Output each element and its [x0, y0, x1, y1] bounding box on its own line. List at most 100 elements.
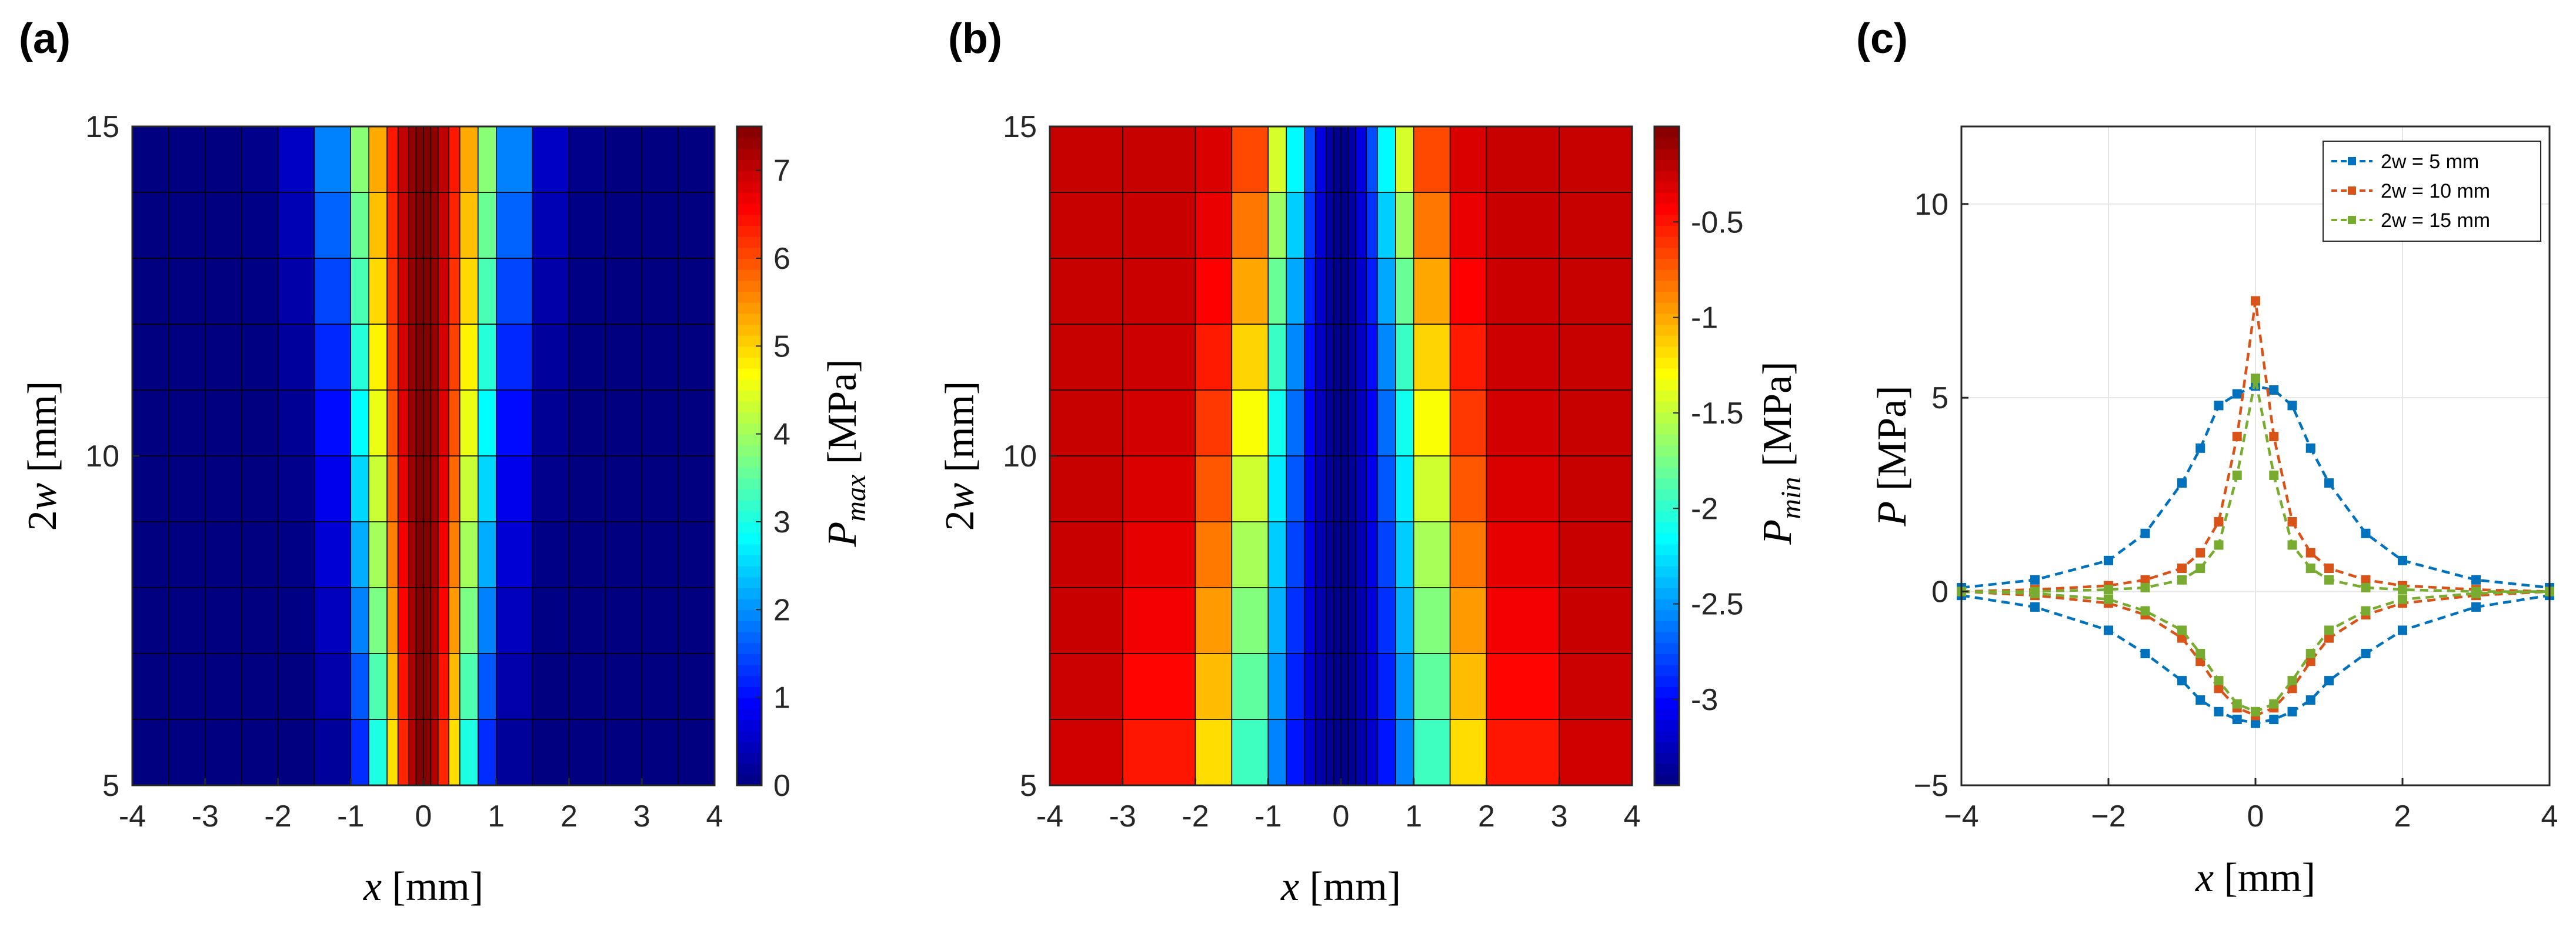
legend-swatch-marker	[2348, 157, 2356, 165]
colorbar-segment	[737, 423, 762, 435]
legend-box	[2323, 141, 2541, 242]
heatmap-cell	[1347, 258, 1356, 325]
heatmap-cell	[277, 521, 315, 588]
heatmap-cell	[605, 324, 642, 391]
heatmap-cell	[496, 455, 533, 522]
heatmap-cell	[132, 719, 169, 786]
colorbar-segment	[737, 170, 762, 182]
heatmap-cell	[1326, 719, 1334, 786]
colorbar-segment	[1654, 752, 1679, 764]
heatmap-cell	[397, 587, 409, 654]
data-point	[2214, 540, 2224, 550]
y-axis-label-a: 2w [mm]	[20, 381, 65, 531]
heatmap-cell	[1486, 719, 1560, 786]
heatmap-cell	[1559, 719, 1633, 786]
colorbar-frame	[1653, 125, 1680, 786]
colorbar-segment	[1654, 598, 1679, 611]
colorbar-segment	[1654, 697, 1679, 709]
colorbar-segment	[1654, 686, 1679, 698]
data-point	[2269, 432, 2279, 442]
y-tick-label: 10	[85, 439, 119, 474]
heatmap-cell	[241, 389, 279, 456]
heatmap-cell	[459, 324, 479, 391]
heatmap-cell	[532, 653, 570, 720]
heatmap-cell	[1314, 258, 1327, 325]
colorbar-tick-label: 3	[773, 505, 790, 539]
data-point	[2251, 718, 2260, 728]
heatmap-cell	[1347, 521, 1356, 588]
data-point	[2287, 401, 2297, 411]
heatmap-cell	[350, 653, 369, 720]
heatmap-cell	[1395, 192, 1414, 259]
colorbar-segment	[737, 730, 762, 742]
heatmap-cell	[1304, 653, 1316, 720]
heatmap-cell	[1049, 192, 1123, 259]
colorbar-segment	[737, 544, 762, 555]
heatmap-cell	[568, 126, 606, 193]
colorbar-tick-label: -1.5	[1691, 396, 1744, 431]
heatmap-cell	[641, 324, 679, 391]
heatmap-cell	[408, 258, 417, 325]
heatmap-cell	[438, 587, 450, 654]
x-tick-label: -1	[1254, 799, 1282, 834]
colorbar-segment	[1654, 412, 1679, 424]
x-tick-label: 4	[2541, 799, 2558, 834]
heatmap-cell	[478, 389, 497, 456]
heatmap-cell	[408, 587, 417, 654]
heatmap-cell	[423, 455, 432, 522]
heatmap-cell	[1395, 587, 1414, 654]
data-point	[2269, 715, 2279, 724]
heatmap-cell	[1355, 653, 1367, 720]
colorbar-segment	[1654, 654, 1679, 665]
heatmap-cell	[397, 389, 409, 456]
heatmap-cell	[397, 719, 409, 786]
heatmap-cell	[241, 324, 279, 391]
colorbar-segment	[737, 654, 762, 665]
heatmap-cell	[1122, 126, 1196, 193]
heatmap-cell	[386, 126, 399, 193]
colorbar-segment	[737, 675, 762, 687]
colorbar-label-b: Pmin [MPa]	[1755, 361, 1807, 545]
heatmap-cell	[1286, 192, 1305, 259]
heatmap-cell	[1366, 126, 1378, 193]
heatmap-cell	[532, 126, 570, 193]
colorbar-segment	[737, 719, 762, 731]
colorbar-segment	[737, 588, 762, 599]
heatmap-cell	[1395, 389, 1414, 456]
heatmap-cell	[1395, 324, 1414, 391]
heatmap-cell	[605, 719, 642, 786]
heatmap-cell	[1366, 389, 1378, 456]
colorbar-segment	[1654, 631, 1679, 644]
colorbar-segment	[1654, 159, 1679, 171]
colorbar-segment	[1654, 621, 1679, 632]
heatmap-cell	[1449, 324, 1487, 391]
heatmap-cell	[1326, 389, 1334, 456]
colorbar-segment	[1654, 532, 1679, 545]
heatmap-cell	[205, 587, 242, 654]
colorbar-segment	[737, 236, 762, 248]
heatmap-cell	[368, 455, 388, 522]
colorbar-tick-label: 6	[773, 242, 790, 276]
heatmap-cell	[568, 587, 606, 654]
data-point	[2104, 555, 2113, 565]
colorbar-tick-label: -0.5	[1691, 205, 1744, 239]
heatmap-cell	[496, 258, 533, 325]
heatmap-cell	[1194, 587, 1233, 654]
heatmap-cell	[1449, 455, 1487, 522]
colorbar-segment	[737, 379, 762, 391]
data-point	[2361, 528, 2371, 538]
heatmap-cell	[641, 653, 679, 720]
data-point	[2232, 470, 2242, 480]
heatmap-cell	[132, 324, 169, 391]
x-tick-label: 1	[488, 799, 505, 834]
heatmap-cell	[1267, 126, 1287, 193]
colorbar-segment	[1654, 730, 1679, 742]
heatmap-cell	[313, 719, 351, 786]
colorbar-segment	[737, 269, 762, 281]
heatmap-cell	[1366, 653, 1378, 720]
colorbar-segment	[737, 631, 762, 644]
heatmap-cell	[568, 258, 606, 325]
heatmap-cell	[277, 587, 315, 654]
x-tick-label: -3	[1109, 799, 1136, 834]
x-tick-label: 2	[1478, 799, 1495, 834]
